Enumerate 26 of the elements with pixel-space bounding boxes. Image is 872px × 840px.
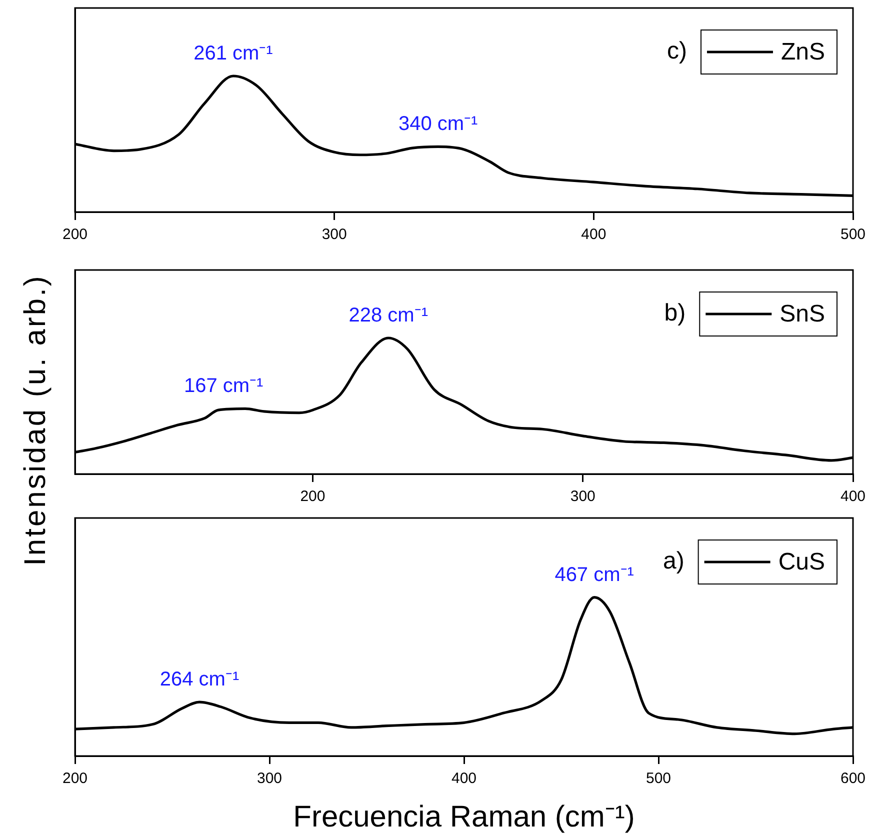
x-tick-label: 300 <box>322 226 347 244</box>
annotation: 264 cm⁻¹ <box>160 668 240 691</box>
y-axis-title: Intensidad (u. arb.) <box>19 274 53 566</box>
annotation: 228 cm⁻¹ <box>348 304 428 327</box>
annotation: 340 cm⁻¹ <box>398 113 478 136</box>
annotation: 167 cm⁻¹ <box>184 375 264 398</box>
x-tick-label: 400 <box>581 226 606 244</box>
text: c) <box>666 38 687 65</box>
legend-label: ZnS <box>780 38 825 66</box>
x-tick-label: 200 <box>62 226 88 244</box>
x-tick-label: 600 <box>840 770 866 788</box>
annotation: 467 cm⁻¹ <box>554 564 634 586</box>
x-tick-label: 200 <box>62 770 88 788</box>
x-tick-label: 400 <box>451 770 477 788</box>
text: b) <box>664 300 686 327</box>
legend-label: SnS <box>780 300 826 328</box>
x-tick-label: 500 <box>646 770 672 788</box>
text: a) <box>662 548 684 575</box>
x-tick-label: 300 <box>256 770 282 788</box>
x-axis-title: Frecuencia Raman (cm⁻¹) <box>293 800 635 834</box>
annotation: 261 cm⁻¹ <box>194 42 274 65</box>
x-tick-label: 300 <box>570 488 596 506</box>
x-tick-label: 200 <box>300 488 326 506</box>
x-tick-label: 400 <box>840 488 866 506</box>
legend-label: CuS <box>778 548 825 576</box>
x-tick-label: 500 <box>840 226 866 244</box>
